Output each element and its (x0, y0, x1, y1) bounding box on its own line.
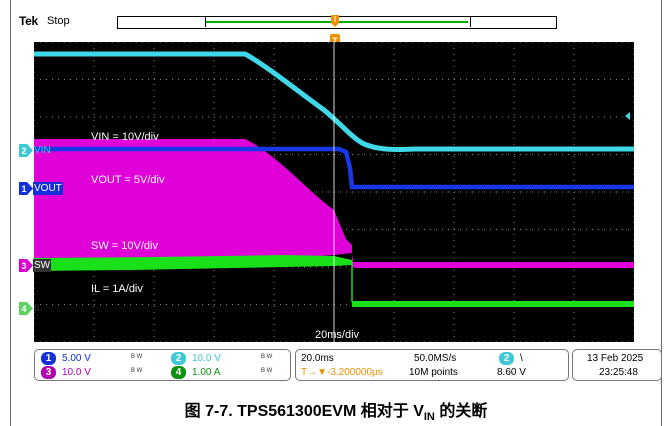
timebase-value: 20.0ms (301, 353, 334, 364)
ch3-bw-limit: B W (131, 368, 143, 374)
trigger-marker-label: T (332, 36, 338, 46)
acquisition-state: Stop (47, 15, 70, 27)
svg-text:4: 4 (21, 304, 26, 314)
horizontal-trigger-panel[interactable]: 20.0ms T→▼-3.200000µs 50.0MS/s 10M point… (295, 349, 569, 381)
ch3-scale: 10.0 V (62, 367, 91, 378)
ch1-vout-marker[interactable]: 1 VOUT (19, 182, 63, 195)
ch1-scale: 5.00 V (62, 353, 91, 364)
ch1-badge: 1 (41, 352, 56, 365)
vin-limit-marker (625, 112, 630, 120)
ch1-arrow-icon: 1 (19, 182, 33, 195)
scope-display: VIN = 10V/div VOUT = 5V/div SW = 10V/div… (34, 42, 634, 342)
svg-text:3: 3 (21, 261, 26, 271)
brand-logo: Tek (19, 14, 38, 28)
time-value: 23:25:48 (599, 367, 638, 378)
ch4-badge: 4 (171, 366, 186, 379)
ch4-arrow-icon: 4 (19, 302, 33, 315)
trigger-position-value: T→▼-3.200000µs (301, 367, 383, 378)
ch4-il-marker[interactable]: 4 IL (19, 302, 55, 315)
frame-right-rule (661, 0, 662, 426)
ch1-name: VOUT (33, 182, 63, 195)
date-value: 13 Feb 2025 (587, 353, 644, 364)
ch2-bw-limit: B W (261, 354, 273, 360)
il-waveform-tail (352, 301, 634, 307)
ch2-name: VIN (34, 145, 51, 156)
svg-text:1: 1 (21, 184, 26, 194)
svg-text:2: 2 (21, 146, 26, 156)
frame-left-rule (10, 0, 11, 426)
sample-rate: 50.0MS/s (414, 353, 457, 364)
vin-scale-label: VIN = 10V/div (91, 131, 159, 143)
status-bar: 1 5.00 V B W 2 10.0 V B W 3 10.0 V B W 4… (34, 349, 662, 381)
vin-waveform (34, 51, 634, 152)
trigger-source-badge: 2 (499, 352, 514, 365)
record-length: 10M points (409, 367, 458, 378)
sw-waveform (34, 139, 634, 268)
trigger-level: 8.60 V (497, 367, 526, 378)
caption-subscript: IN (423, 411, 435, 424)
sw-scale-label: SW = 10V/div (91, 240, 158, 252)
time-scale-label: 20ms/div (315, 329, 360, 341)
sw-waveform-tail (352, 262, 634, 267)
vertical-settings-panel[interactable]: 1 5.00 V B W 2 10.0 V B W 3 10.0 V B W 4… (34, 349, 291, 381)
ch4-name: IL (34, 303, 43, 314)
il-waveform (34, 255, 352, 271)
vout-waveform (34, 146, 634, 190)
record-view-window (205, 16, 471, 27)
caption-suffix: 的关断 (434, 403, 488, 420)
trigger-slope-icon: \ (520, 353, 523, 364)
ch3-name: SW (33, 259, 52, 272)
il-scale-label: IL = 1A/div (91, 283, 143, 295)
ch3-badge: 3 (41, 366, 56, 379)
ch2-vin-marker[interactable]: 2 VIN (19, 144, 55, 157)
ch4-scale: 1.00 A (192, 367, 221, 378)
date-time-panel: 13 Feb 2025 23:25:48 (572, 349, 662, 381)
ch4-bw-limit: B W (261, 368, 273, 374)
caption-prefix: 图 7-7. TPS561300EVM 相对于 V (184, 403, 424, 420)
ch3-sw-marker[interactable]: 3 SW (19, 259, 55, 272)
figure-caption: 图 7-7. TPS561300EVM 相对于 VIN 的关断 (0, 397, 672, 423)
vout-scale-label: VOUT = 5V/div (91, 174, 165, 186)
ch2-scale: 10.0 V (192, 353, 221, 364)
ch2-badge: 2 (171, 352, 186, 365)
waveform-plot (34, 42, 634, 342)
ch3-arrow-icon: 3 (19, 259, 33, 272)
ch1-bw-limit: B W (131, 354, 143, 360)
ch2-arrow-icon: 2 (19, 144, 33, 157)
